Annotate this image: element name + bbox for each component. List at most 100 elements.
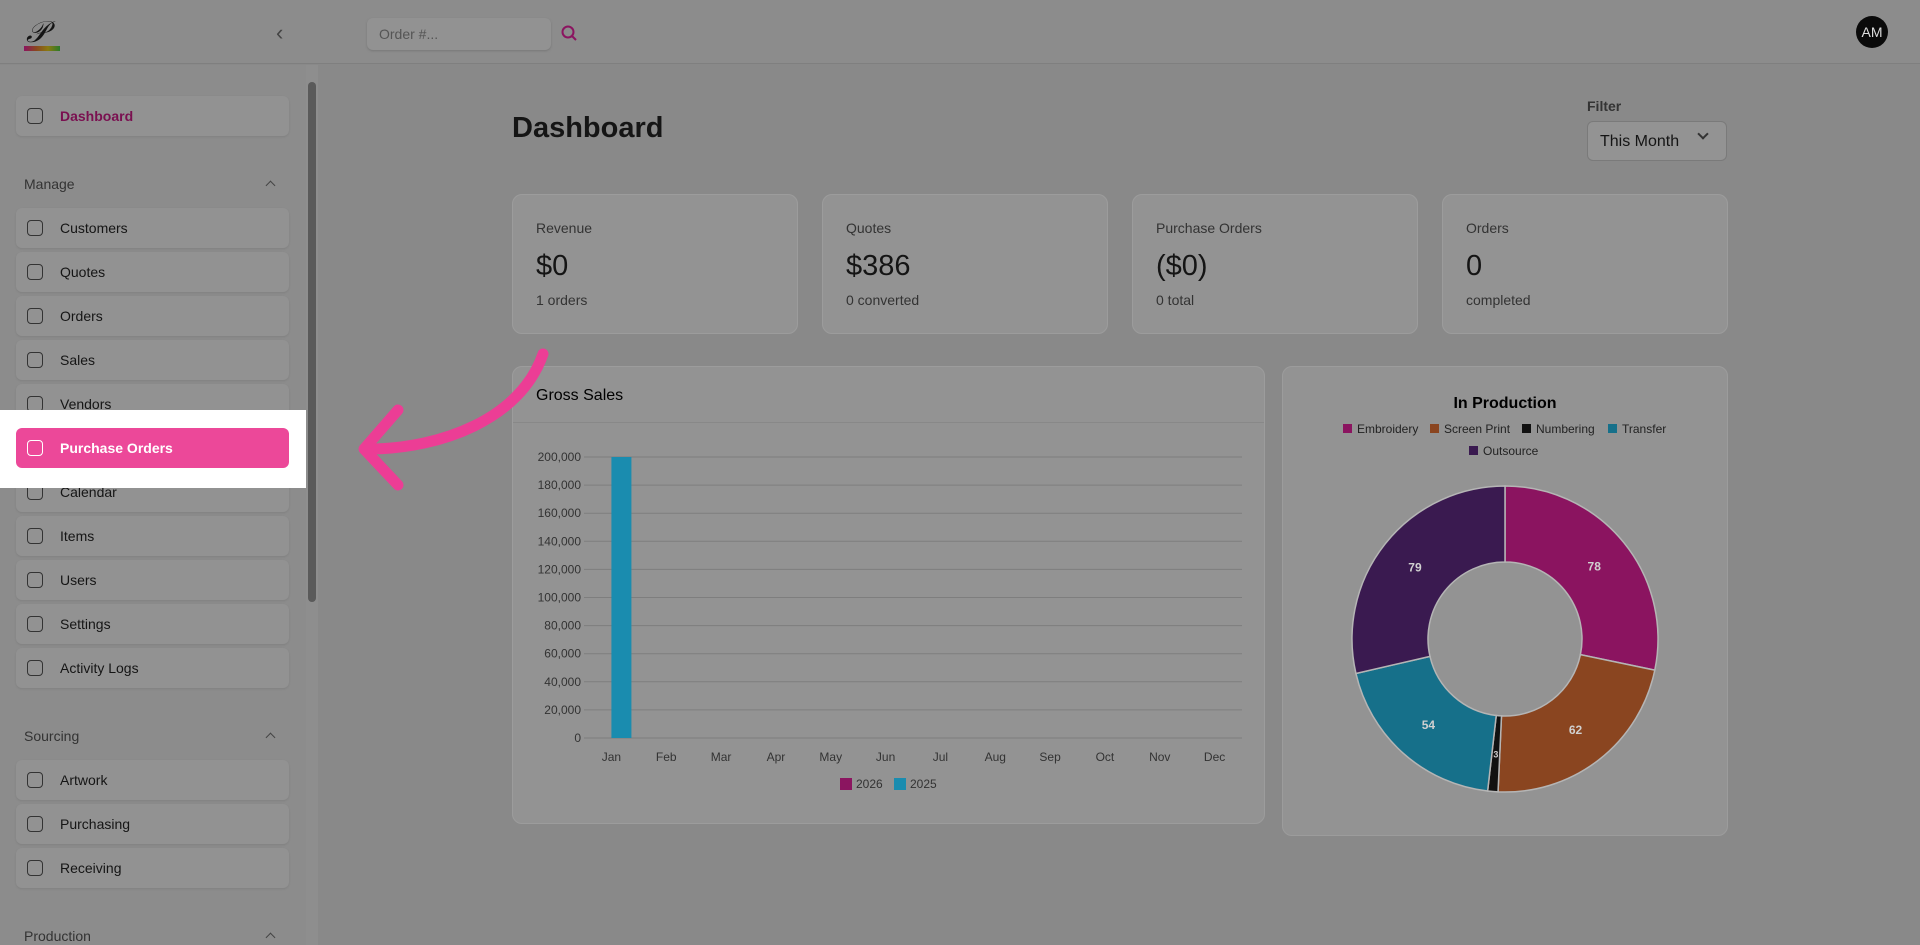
data-label: 78 xyxy=(1588,559,1602,573)
y-tick-label: 0 xyxy=(574,731,581,745)
stat-label: Purchase Orders xyxy=(1156,220,1262,236)
gross-sales-card xyxy=(512,366,1265,824)
nav-icon xyxy=(27,772,43,788)
legend-label: Outsource xyxy=(1483,444,1539,458)
nav-item[interactable]: Settings xyxy=(16,604,289,644)
stat-card xyxy=(512,194,798,334)
nav-icon xyxy=(27,616,43,632)
nav-item[interactable]: Quotes xyxy=(16,252,289,292)
y-tick-label: 40,000 xyxy=(544,675,581,689)
scroll-thumb[interactable] xyxy=(308,82,316,602)
stat-value: $0 xyxy=(536,250,569,282)
nav-item[interactable]: Orders xyxy=(16,296,289,336)
x-tick-label: May xyxy=(819,750,842,764)
legend-swatch xyxy=(1343,424,1352,433)
bar xyxy=(611,457,632,738)
nav-icon xyxy=(27,352,43,368)
search-icon[interactable] xyxy=(560,24,580,44)
stat-label: Quotes xyxy=(846,220,892,236)
nav-item[interactable]: Purchase Orders xyxy=(16,428,289,468)
chart-title: Gross Sales xyxy=(536,387,623,404)
stat-sub: 1 orders xyxy=(536,292,588,308)
x-tick-label: Jun xyxy=(876,750,895,764)
stat-card xyxy=(1442,194,1728,334)
stat-label: Orders xyxy=(1466,220,1509,236)
y-tick-label: 100,000 xyxy=(538,591,582,605)
x-tick-label: Nov xyxy=(1149,750,1170,764)
stat-card xyxy=(822,194,1108,334)
nav-icon xyxy=(27,572,43,588)
y-tick-label: 200,000 xyxy=(538,450,582,464)
y-tick-label: 180,000 xyxy=(538,478,582,492)
legend-label: 2026 xyxy=(856,777,883,791)
stat-value: ($0) xyxy=(1156,250,1208,282)
section-title: Manage xyxy=(24,176,75,192)
y-tick-label: 20,000 xyxy=(544,703,581,717)
legend-swatch xyxy=(894,778,906,790)
nav-item[interactable]: Users xyxy=(16,560,289,600)
nav-item[interactable]: Purchasing xyxy=(16,804,289,844)
nav-icon xyxy=(27,816,43,832)
nav-icon xyxy=(27,660,43,676)
nav-icon xyxy=(27,860,43,876)
legend-swatch xyxy=(1469,446,1478,455)
search-input[interactable]: Order #... xyxy=(367,18,551,50)
nav-icon xyxy=(27,220,43,236)
data-label: 79 xyxy=(1408,560,1422,574)
section-title: Production xyxy=(24,928,91,944)
x-tick-label: Jul xyxy=(933,750,948,764)
y-tick-label: 120,000 xyxy=(538,562,582,576)
nav-item[interactable]: Artwork xyxy=(16,760,289,800)
collapse-button[interactable]: ‹ xyxy=(276,20,284,45)
nav-item[interactable]: Dashboard xyxy=(16,96,289,136)
nav-icon xyxy=(27,108,43,124)
filter-label: Filter xyxy=(1587,98,1622,114)
filter-select[interactable]: This Month xyxy=(1587,121,1727,161)
x-tick-label: Sep xyxy=(1039,750,1061,764)
nav-item[interactable]: Receiving xyxy=(16,848,289,888)
chart-title: In Production xyxy=(1453,395,1556,412)
x-tick-label: Dec xyxy=(1204,750,1225,764)
nav-item[interactable]: Items xyxy=(16,516,289,556)
stat-value: $386 xyxy=(846,250,911,282)
legend-label: Transfer xyxy=(1622,422,1666,436)
y-tick-label: 60,000 xyxy=(544,647,581,661)
page-title: Dashboard xyxy=(512,112,664,144)
nav-item[interactable]: Customers xyxy=(16,208,289,248)
data-label: 62 xyxy=(1569,723,1583,737)
avatar[interactable]: AM xyxy=(1856,16,1888,48)
logo: 𝒫 xyxy=(26,16,48,49)
legend-swatch xyxy=(1430,424,1439,433)
stat-card xyxy=(1132,194,1418,334)
y-tick-label: 160,000 xyxy=(538,506,582,520)
legend-label: Screen Print xyxy=(1444,422,1511,436)
stat-sub: 0 total xyxy=(1156,292,1195,308)
nav-icon xyxy=(27,440,43,456)
y-tick-label: 80,000 xyxy=(544,619,581,633)
legend-label: Embroidery xyxy=(1357,422,1418,436)
nav-icon xyxy=(27,308,43,324)
legend-swatch xyxy=(1608,424,1617,433)
pie-slice xyxy=(1497,653,1656,793)
legend-swatch xyxy=(1522,424,1531,433)
x-tick-label: Oct xyxy=(1096,750,1115,764)
nav-item[interactable]: Activity Logs xyxy=(16,648,289,688)
stat-sub: completed xyxy=(1466,292,1531,308)
logo-bar xyxy=(24,46,60,51)
pie-slice xyxy=(1355,655,1498,792)
data-label: 3 xyxy=(1493,750,1498,760)
x-tick-label: Jan xyxy=(602,750,621,764)
nav-icon xyxy=(27,264,43,280)
x-tick-label: Apr xyxy=(767,750,786,764)
section-title: Sourcing xyxy=(24,728,80,744)
x-tick-label: Mar xyxy=(711,750,732,764)
legend-label: Numbering xyxy=(1536,422,1595,436)
stat-value: 0 xyxy=(1466,250,1483,282)
stat-sub: 0 converted xyxy=(846,292,920,308)
x-tick-label: Feb xyxy=(656,750,677,764)
nav-item[interactable]: Sales xyxy=(16,340,289,380)
pie-slice xyxy=(1504,485,1659,672)
